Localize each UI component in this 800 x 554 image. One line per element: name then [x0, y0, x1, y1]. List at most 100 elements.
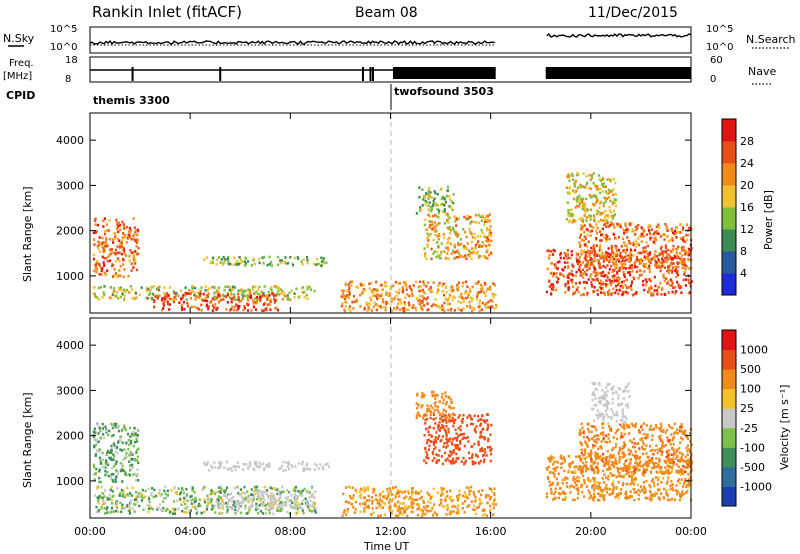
scatter-cell [584, 265, 587, 268]
scatter-cell [226, 460, 229, 464]
scatter-cell [94, 223, 97, 226]
scatter-cell [607, 475, 610, 478]
scatter-cell [426, 201, 429, 204]
scatter-cell [424, 446, 427, 450]
scatter-cell [455, 224, 458, 227]
scatter-cell [162, 307, 165, 310]
scatter-cell [448, 512, 451, 516]
scatter-cell [482, 460, 486, 464]
scatter-cell [314, 462, 317, 466]
scatter-cell [459, 238, 462, 241]
scatter-cell [599, 262, 602, 266]
scatter-cell [548, 480, 551, 484]
scatter-cell [108, 497, 111, 501]
scatter-cell [582, 225, 585, 229]
scatter-cell [435, 440, 438, 444]
scatter-cell [636, 464, 639, 468]
scatter-cell [479, 499, 482, 502]
scatter-cell [437, 211, 440, 215]
scatter-cell [622, 469, 625, 472]
scatter-cell [135, 451, 138, 454]
scatter-cell [602, 456, 605, 460]
scatter-cell [596, 212, 599, 216]
scatter-cell [647, 229, 651, 232]
scatter-cell [101, 236, 104, 240]
scatter-cell [110, 477, 113, 481]
scatter-cell [113, 510, 116, 513]
scatter-cell [418, 505, 421, 509]
scatter-cell [398, 282, 401, 285]
scatter-cell [124, 454, 127, 458]
scatter-cell [604, 486, 607, 490]
scatter-cell [436, 203, 439, 207]
scatter-cell [239, 261, 242, 265]
scatter-cell [162, 302, 165, 305]
scatter-cell [249, 504, 252, 508]
scatter-cell [422, 290, 425, 294]
scatter-cell [373, 294, 376, 297]
scatter-cell [210, 500, 213, 503]
scatter-cell [98, 264, 101, 267]
scatter-cell [456, 283, 459, 287]
scatter-cell [263, 294, 266, 297]
scatter-cell [291, 501, 294, 504]
scatter-cell [379, 514, 382, 517]
scatter-cell [132, 256, 135, 260]
scatter-cell [436, 459, 439, 462]
scatter-cell [244, 496, 247, 500]
scatter-cell [108, 493, 111, 497]
scatter-cell [493, 492, 496, 495]
scatter-cell [548, 484, 552, 487]
scatter-cell [598, 239, 602, 242]
scatter-cell [345, 500, 348, 503]
scatter-cell [576, 260, 579, 263]
scatter-cell [116, 502, 119, 505]
scatter-cell [119, 242, 122, 246]
scatter-cell [447, 248, 450, 252]
scatter-cell [573, 485, 576, 489]
scatter-cell [95, 423, 98, 426]
scatter-cell [404, 505, 407, 508]
scatter-cell [686, 453, 689, 456]
scatter-cell [615, 254, 619, 257]
scatter-cell [688, 228, 691, 231]
scatter-cell [567, 191, 570, 194]
scatter-cell [425, 427, 428, 431]
scatter-cell [479, 290, 482, 294]
scatter-cell [440, 501, 443, 505]
scatter-cell [628, 271, 631, 274]
scatter-cell [92, 253, 95, 257]
scatter-cell [286, 297, 289, 300]
scatter-cell [596, 252, 599, 256]
scatter-cell [566, 249, 569, 252]
scatter-cell [425, 228, 428, 231]
scatter-cell [575, 487, 578, 491]
scatter-cell [100, 507, 103, 510]
scatter-cell [384, 306, 387, 309]
scatter-cell [190, 502, 193, 505]
scatter-cell [213, 291, 216, 295]
scatter-cell [394, 485, 397, 489]
scatter-cell [630, 495, 633, 498]
scatter-cell [586, 436, 589, 439]
scatter-cell [688, 267, 691, 270]
scatter-cell [151, 292, 154, 296]
scatter-cell [465, 495, 468, 499]
scatter-cell [434, 397, 437, 400]
scatter-cell [288, 291, 291, 295]
scatter-cell [485, 302, 488, 305]
scatter-cell [244, 289, 247, 293]
scatter-cell [423, 247, 426, 250]
scatter-cell [445, 437, 448, 441]
scatter-cell [580, 226, 583, 230]
scatter-cell [103, 436, 106, 440]
scatter-cell [180, 305, 184, 309]
scatter-cell [345, 294, 348, 297]
scatter-cell [631, 229, 634, 233]
scatter-cell [257, 507, 260, 511]
scatter-cell [614, 198, 617, 202]
scatter-cell [574, 206, 577, 209]
scatter-cell [587, 278, 590, 281]
